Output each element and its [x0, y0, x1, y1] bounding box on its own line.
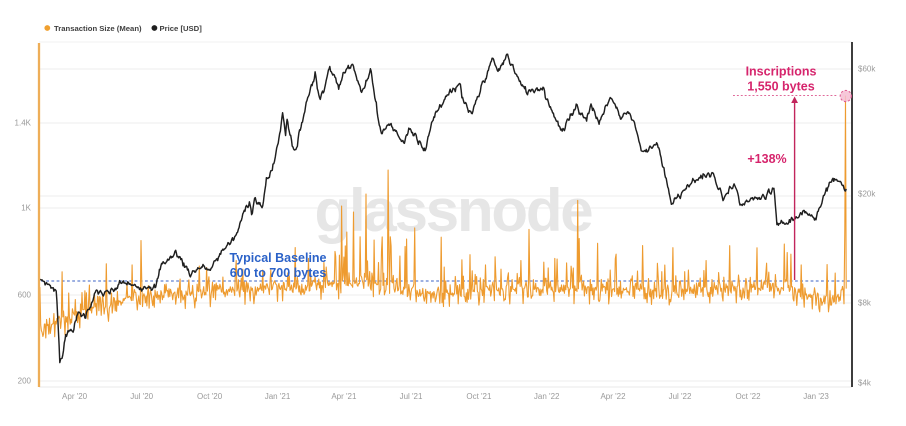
svg-text:$8k: $8k — [858, 299, 872, 308]
svg-text:Apr '20: Apr '20 — [62, 392, 88, 401]
svg-text:Oct '20: Oct '20 — [197, 392, 223, 401]
svg-text:Price [USD]: Price [USD] — [160, 24, 203, 33]
svg-text:Oct '21: Oct '21 — [466, 392, 492, 401]
svg-text:1,550 bytes: 1,550 bytes — [747, 80, 814, 94]
svg-text:$4k: $4k — [858, 379, 872, 388]
svg-text:1K: 1K — [21, 204, 31, 213]
svg-text:Jul '20: Jul '20 — [130, 392, 153, 401]
svg-text:Jan '23: Jan '23 — [803, 392, 829, 401]
svg-text:glassnode: glassnode — [315, 177, 593, 244]
svg-text:Transaction Size (Mean): Transaction Size (Mean) — [54, 24, 142, 33]
svg-text:1.4K: 1.4K — [15, 119, 32, 128]
svg-text:200: 200 — [18, 377, 32, 386]
svg-text:Jan '21: Jan '21 — [265, 392, 291, 401]
svg-text:Jan '22: Jan '22 — [534, 392, 560, 401]
svg-text:+138%: +138% — [747, 152, 786, 166]
svg-text:600: 600 — [18, 291, 32, 300]
svg-text:Apr '21: Apr '21 — [331, 392, 357, 401]
svg-text:Apr '22: Apr '22 — [600, 392, 626, 401]
svg-text:Inscriptions: Inscriptions — [746, 65, 817, 79]
svg-text:$20k: $20k — [858, 190, 876, 199]
svg-text:Typical Baseline: Typical Baseline — [229, 251, 326, 265]
svg-text:600 to 700 bytes: 600 to 700 bytes — [230, 266, 327, 280]
svg-text:Jul '21: Jul '21 — [400, 392, 423, 401]
svg-text:$60k: $60k — [858, 65, 876, 74]
svg-text:Oct '22: Oct '22 — [735, 392, 761, 401]
svg-text:Jul '22: Jul '22 — [669, 392, 692, 401]
